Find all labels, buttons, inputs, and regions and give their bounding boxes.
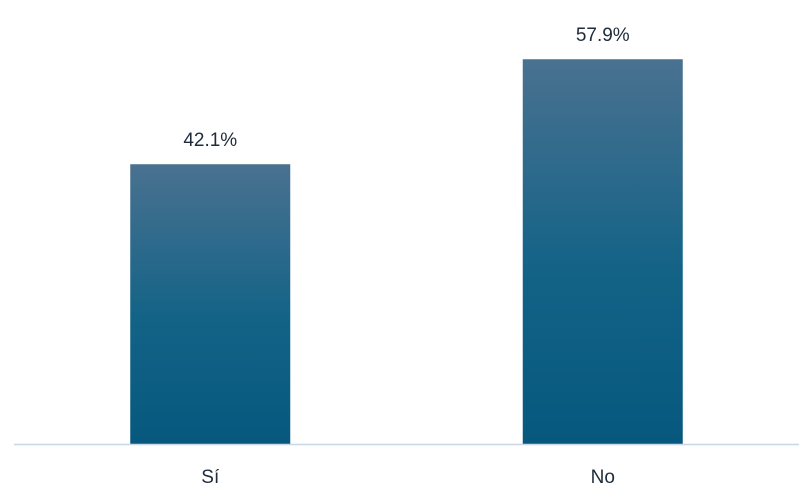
labels-layer: 42.1% Sí 57.9% No <box>183 25 629 488</box>
bars-layer <box>130 59 683 444</box>
data-label-1: 42.1% <box>183 130 237 151</box>
x-tick-label-1: Sí <box>201 467 220 488</box>
data-label-2: 57.9% <box>576 25 630 46</box>
x-tick-label-2: No <box>591 467 615 488</box>
bar-1 <box>130 164 291 444</box>
bar-2 <box>522 59 683 444</box>
